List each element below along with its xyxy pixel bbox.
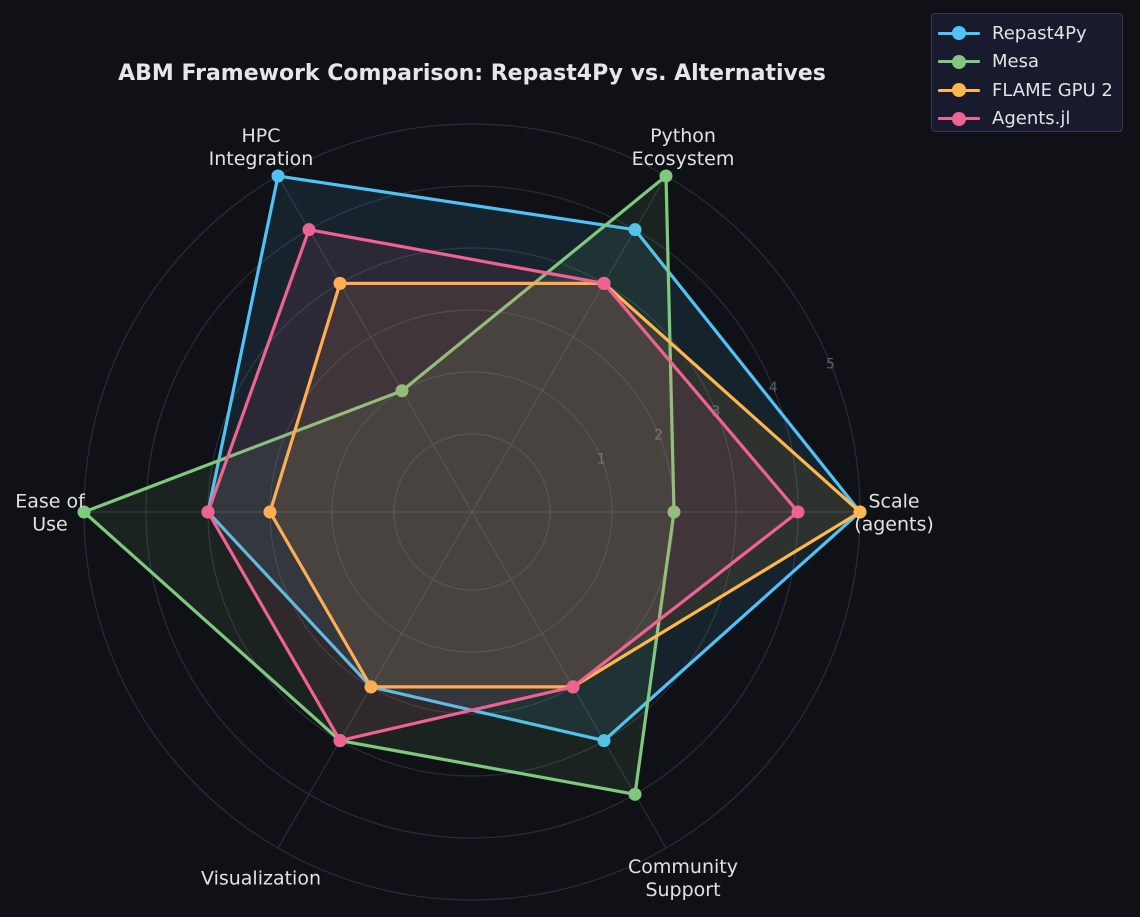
- axis-label: Visualization: [201, 867, 321, 889]
- axis-label: Community Support: [628, 856, 738, 901]
- tick-label: 5: [826, 357, 835, 373]
- series-fill: [208, 229, 798, 741]
- tick-label: 4: [769, 380, 778, 396]
- legend-label: Agents.jl: [992, 108, 1071, 130]
- series-fill: [270, 283, 860, 687]
- legend-label: Repast4Py: [992, 22, 1087, 44]
- series-fill: [208, 176, 860, 741]
- grid-spoke: [277, 511, 473, 849]
- legend-swatch: [938, 83, 980, 98]
- data-point: [853, 505, 867, 519]
- data-point: [395, 384, 409, 398]
- data-point: [333, 276, 347, 290]
- radial-tick-labels: 1 2 3 4 5: [597, 357, 835, 468]
- data-point: [77, 505, 91, 519]
- data-point: [333, 734, 347, 748]
- legend-swatch: [938, 54, 980, 69]
- axis-label: Scale (agents): [854, 491, 934, 536]
- legend-swatch: [938, 26, 980, 41]
- data-point: [364, 680, 378, 694]
- legend-item: Agents.jl: [938, 105, 1122, 134]
- data-point: [597, 276, 611, 290]
- legend-label: Mesa: [992, 51, 1040, 73]
- data-point: [271, 169, 285, 183]
- tick-label: 3: [711, 404, 720, 420]
- data-point: [659, 169, 673, 183]
- axis-label: HPC Integration: [209, 125, 314, 170]
- tick-label: 2: [654, 428, 663, 444]
- legend-item: FLAME GPU 2: [938, 76, 1122, 105]
- legend-item: Repast4Py: [938, 19, 1122, 48]
- data-point: [628, 787, 642, 801]
- data-point: [302, 223, 316, 237]
- series-fill: [84, 176, 674, 795]
- axis-labels: Scale (agents) Python Ecosystem HPC Integrati…: [15, 125, 934, 901]
- axis-label: Ease of Use: [15, 491, 86, 536]
- legend-label: FLAME GPU 2: [992, 79, 1113, 101]
- data-point: [667, 505, 681, 519]
- legend-swatch: [938, 111, 980, 126]
- axis-label: Python Ecosystem: [632, 125, 735, 170]
- data-point: [628, 223, 642, 237]
- chart-title: ABM Framework Comparison: Repast4Py vs. …: [118, 61, 826, 86]
- data-point: [791, 505, 805, 519]
- legend: Repast4Py Mesa FLAME GPU 2 Agents.jl: [931, 13, 1123, 132]
- data-point: [566, 680, 580, 694]
- legend-item: Mesa: [938, 48, 1122, 77]
- data-point: [201, 505, 215, 519]
- tick-label: 1: [597, 451, 606, 467]
- data-point: [263, 505, 277, 519]
- series: [77, 169, 867, 801]
- data-point: [597, 734, 611, 748]
